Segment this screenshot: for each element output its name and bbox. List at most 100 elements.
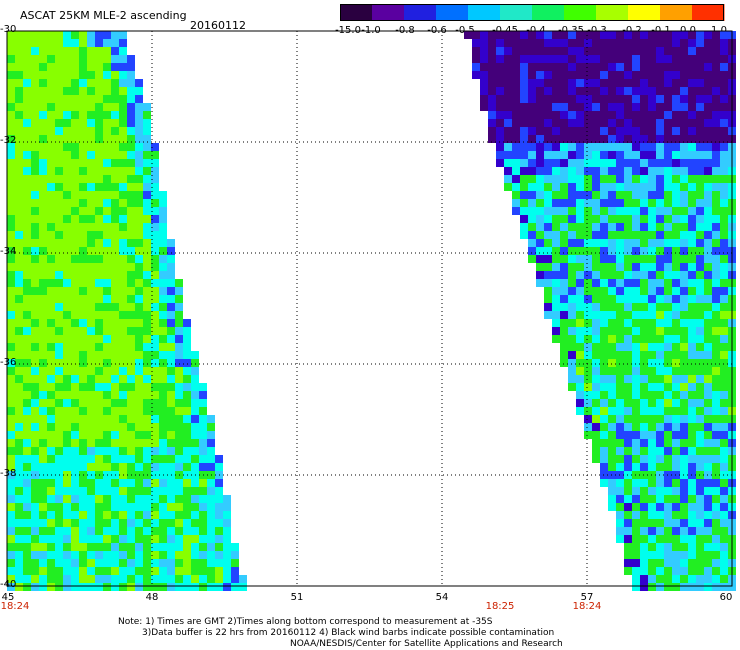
swath-cell xyxy=(63,271,71,279)
swath-cell xyxy=(135,127,143,135)
swath-cell xyxy=(680,335,688,343)
swath-cell xyxy=(63,351,71,359)
swath-cell xyxy=(552,239,560,247)
swath-cell xyxy=(135,575,143,583)
swath-cell xyxy=(520,47,528,55)
swath-cell xyxy=(47,255,55,263)
swath-cell xyxy=(576,31,584,39)
swath-cell xyxy=(87,551,95,559)
swath-cell xyxy=(111,207,119,215)
swath-cell xyxy=(536,263,544,271)
swath-cell xyxy=(111,71,119,79)
swath-cell xyxy=(584,143,592,151)
swath-cell xyxy=(632,135,640,143)
swath-cell xyxy=(624,391,632,399)
swath-cell xyxy=(63,127,71,135)
swath-cell xyxy=(79,575,87,583)
swath-cell xyxy=(63,399,71,407)
swath-cell xyxy=(672,215,680,223)
swath-cell xyxy=(704,183,712,191)
swath-cell xyxy=(544,159,552,167)
swath-cell xyxy=(680,519,688,527)
swath-cell xyxy=(712,191,720,199)
swath-cell xyxy=(536,231,544,239)
swath-cell xyxy=(95,351,103,359)
swath-cell xyxy=(720,383,728,391)
swath-cell xyxy=(23,119,31,127)
swath-cell xyxy=(616,391,624,399)
swath-cell xyxy=(31,447,39,455)
swath-cell xyxy=(568,255,576,263)
swath-cell xyxy=(520,159,528,167)
swath-cell xyxy=(680,143,688,151)
swath-cell xyxy=(135,263,143,271)
swath-cell xyxy=(504,55,512,63)
swath-cell xyxy=(7,511,15,519)
swath-cell xyxy=(672,255,680,263)
swath-cell xyxy=(71,447,79,455)
swath-cell xyxy=(576,215,584,223)
swath-cell xyxy=(680,455,688,463)
swath-cell xyxy=(560,343,568,351)
swath-cell xyxy=(712,159,720,167)
swath-cell xyxy=(544,39,552,47)
swath-cell xyxy=(648,183,656,191)
swath-cell xyxy=(592,111,600,119)
swath-cell xyxy=(127,567,135,575)
swath-cell xyxy=(480,63,488,71)
swath-cell xyxy=(632,383,640,391)
swath-cell xyxy=(127,159,135,167)
swath-cell xyxy=(191,567,199,575)
swath-cell xyxy=(183,479,191,487)
swath-cell xyxy=(592,159,600,167)
swath-cell xyxy=(15,543,23,551)
swath-cell xyxy=(704,423,712,431)
swath-cell xyxy=(648,135,656,143)
swath-cell xyxy=(23,215,31,223)
swath-cell xyxy=(39,543,47,551)
swath-cell xyxy=(143,215,151,223)
swath-cell xyxy=(223,511,231,519)
swath-cell xyxy=(528,167,536,175)
swath-cell xyxy=(704,343,712,351)
swath-cell xyxy=(552,47,560,55)
latitude-label: -40 xyxy=(0,579,17,590)
swath-cell xyxy=(31,279,39,287)
swath-cell xyxy=(648,311,656,319)
swath-cell xyxy=(23,287,31,295)
swath-cell xyxy=(55,535,63,543)
swath-cell xyxy=(7,175,15,183)
swath-cell xyxy=(55,183,63,191)
swath-cell xyxy=(696,575,704,583)
swath-cell xyxy=(656,559,664,567)
swath-cell xyxy=(656,487,664,495)
swath-cell xyxy=(15,479,23,487)
swath-cell xyxy=(55,503,63,511)
swath-cell xyxy=(712,31,720,39)
swath-cell xyxy=(63,447,71,455)
swath-cell xyxy=(632,271,640,279)
swath-cell xyxy=(616,383,624,391)
swath-cell xyxy=(632,543,640,551)
swath-cell xyxy=(151,511,159,519)
swath-cell xyxy=(31,247,39,255)
swath-cell xyxy=(688,407,696,415)
swath-cell xyxy=(23,351,31,359)
swath-cell xyxy=(608,271,616,279)
swath-cell xyxy=(696,159,704,167)
swath-cell xyxy=(656,575,664,583)
swath-cell xyxy=(640,159,648,167)
swath-cell xyxy=(79,503,87,511)
swath-cell xyxy=(63,463,71,471)
swath-cell xyxy=(71,415,79,423)
swath-cell xyxy=(648,103,656,111)
swath-cell xyxy=(87,487,95,495)
swath-cell xyxy=(568,159,576,167)
swath-cell xyxy=(696,71,704,79)
swath-cell xyxy=(600,31,608,39)
swath-cell xyxy=(624,487,632,495)
swath-cell xyxy=(672,271,680,279)
swath-cell xyxy=(576,151,584,159)
swath-cell xyxy=(680,247,688,255)
swath-cell xyxy=(151,359,159,367)
